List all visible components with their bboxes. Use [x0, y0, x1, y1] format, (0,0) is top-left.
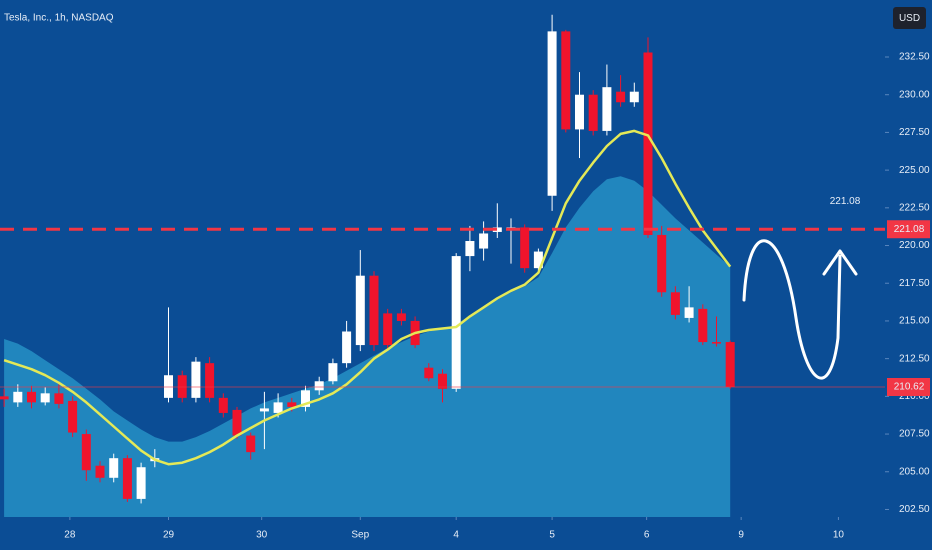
candle-body: [602, 87, 612, 131]
y-tick-label: 202.50: [899, 504, 930, 515]
candle-body: [0, 396, 9, 400]
candle-body: [711, 342, 721, 344]
candle-body: [301, 390, 311, 407]
candle-body: [629, 91, 639, 103]
candle-body: [574, 94, 584, 130]
candle-body: [547, 31, 557, 196]
chart-title: Tesla, Inc., 1h, NASDAQ: [4, 13, 114, 24]
line-layer: 221.08: [0, 129, 885, 466]
candle-body: [54, 393, 64, 404]
area: [4, 176, 731, 517]
currency-label[interactable]: USD: [899, 13, 920, 24]
x-tick-label: Sep: [351, 530, 369, 541]
currency-button[interactable]: [893, 7, 926, 29]
y-tick-label: 205.00: [899, 466, 930, 477]
last-price-label: 210.62: [894, 382, 925, 393]
y-tick-label: 207.50: [899, 429, 930, 440]
price-axis-bg: [885, 0, 932, 550]
last-price-box: [887, 377, 930, 396]
x-tick-label: 5: [549, 530, 555, 541]
time-axis-bg: [0, 517, 885, 550]
candle-body: [40, 393, 50, 403]
x-tick-label: 4: [453, 530, 459, 541]
area-layer: [4, 176, 731, 517]
y-tick-label: 222.50: [899, 202, 930, 213]
candle-body: [81, 434, 91, 471]
candle-body: [205, 363, 215, 398]
level-annotation: 221.08: [830, 196, 861, 207]
candle-body: [246, 435, 256, 453]
y-tick-label: 212.50: [899, 353, 930, 364]
candle-body: [369, 275, 379, 346]
level-axis-box: [887, 220, 930, 239]
candle-body: [136, 467, 146, 499]
y-tick-label: 225.00: [899, 165, 930, 176]
candle-body: [27, 391, 37, 403]
y-tick-label: 230.00: [899, 89, 930, 100]
candle-body: [533, 251, 543, 269]
candle-body: [684, 307, 694, 318]
candle-body: [122, 458, 132, 499]
y-tick-label: 210.00: [899, 391, 930, 402]
candle-body: [328, 363, 338, 382]
candle-body: [314, 381, 324, 391]
candle-body: [492, 227, 502, 232]
candle-body: [191, 361, 201, 398]
candle-body: [109, 458, 119, 478]
candle-body: [68, 400, 78, 433]
candle-body: [13, 391, 23, 403]
x-tick-label: 10: [833, 530, 845, 541]
candle-body: [479, 233, 489, 249]
candle-body: [355, 275, 365, 346]
candle-body: [218, 397, 228, 413]
level-axis-label: 221.08: [894, 224, 925, 235]
candle-body: [725, 342, 735, 387]
y-tick-label: 220.00: [899, 240, 930, 251]
candle-body: [616, 91, 626, 103]
y-tick-label: 227.50: [899, 127, 930, 138]
candle-body: [287, 402, 297, 407]
y-tick-label: 215.00: [899, 316, 930, 327]
candle-body: [95, 465, 105, 478]
candle-body: [273, 402, 283, 413]
candle-body: [259, 408, 269, 412]
candle-body: [424, 367, 434, 379]
ema-line: [3, 129, 732, 466]
x-tick-label: 9: [738, 530, 744, 541]
x-tick-label: 6: [644, 530, 650, 541]
candle-body: [451, 256, 461, 389]
x-tick-label: 28: [64, 530, 76, 541]
candle-body: [643, 52, 653, 235]
candle-body: [396, 313, 406, 321]
x-tick-label: 29: [163, 530, 175, 541]
candle-body: [561, 31, 571, 130]
candle-body: [520, 227, 530, 269]
candle-body: [438, 373, 447, 389]
candle-body: [588, 94, 598, 131]
candle-body: [698, 308, 708, 343]
candle-body: [342, 331, 352, 364]
y-tick-label: 217.50: [899, 278, 930, 289]
candle-body: [670, 292, 680, 315]
y-tick-label: 232.50: [899, 52, 930, 63]
candle-body: [465, 241, 475, 257]
candle-body: [383, 313, 393, 346]
arrow-head: [822, 249, 858, 276]
drawn-curve: [742, 239, 842, 380]
x-tick-label: 30: [256, 530, 268, 541]
candle-body: [657, 234, 667, 293]
candle-body: [232, 409, 242, 436]
